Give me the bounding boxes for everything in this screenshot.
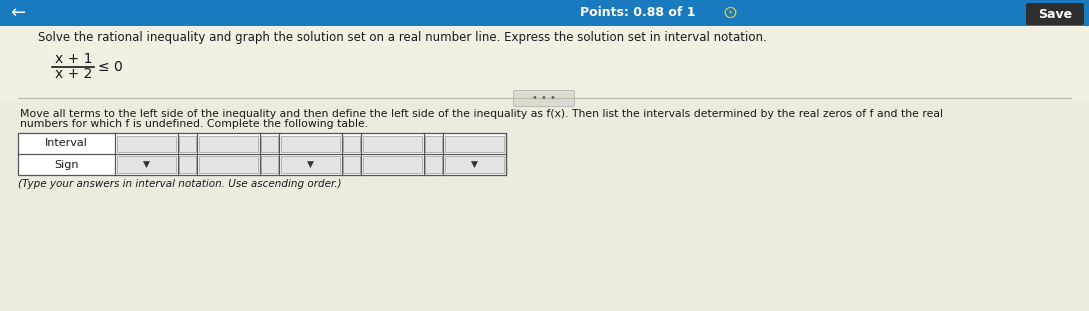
Text: numbers for which f is undefined. Complete the following table.: numbers for which f is undefined. Comple… [20,119,368,129]
Bar [425,156,442,173]
FancyBboxPatch shape [1026,3,1084,25]
Bar [445,156,504,173]
Text: Sign: Sign [54,160,78,169]
Bar [179,136,196,151]
Text: Interval: Interval [45,138,88,148]
Bar [343,156,360,173]
Bar [199,136,258,151]
Bar [363,136,423,151]
Bar [117,136,176,151]
Text: ⊙: ⊙ [722,4,737,22]
Bar [199,156,258,173]
Text: ▼: ▼ [307,160,314,169]
Text: Points: 0.88 of 1: Points: 0.88 of 1 [580,7,696,20]
Bar [281,156,340,173]
Bar [343,136,360,151]
Bar [0,26,1089,101]
Text: Move all terms to the left side of the inequality and then define the left side : Move all terms to the left side of the i… [20,109,943,119]
Text: ▼: ▼ [143,160,150,169]
Bar [117,156,176,173]
Text: ←: ← [10,4,25,22]
Bar [261,136,278,151]
Text: ▼: ▼ [472,160,478,169]
Bar [19,133,506,175]
FancyBboxPatch shape [514,91,575,106]
Text: Save: Save [1038,7,1072,21]
Bar [179,156,196,173]
Text: (Type your answers in interval notation. Use ascending order.): (Type your answers in interval notation.… [19,179,342,189]
Text: Solve the rational inequality and graph the solution set on a real number line. : Solve the rational inequality and graph … [38,31,767,44]
Bar [425,136,442,151]
Text: x + 1: x + 1 [56,52,93,66]
Bar [445,136,504,151]
Bar [0,0,1089,26]
Bar [261,156,278,173]
Text: • • •: • • • [533,93,556,103]
Text: x + 2: x + 2 [56,67,93,81]
Bar [281,136,340,151]
Text: ≤ 0: ≤ 0 [98,60,123,74]
Bar [363,156,423,173]
